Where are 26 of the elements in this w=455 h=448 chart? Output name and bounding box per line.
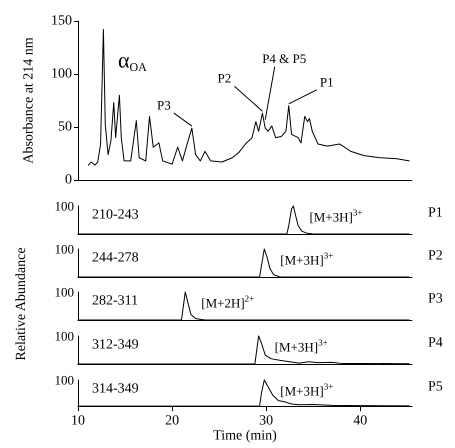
y-axis-title: Relative Abundance [14,247,30,361]
x-axis-title: Time (min) [213,428,278,444]
annotation: P3 [156,98,171,113]
y2-axis-title: P3 [428,292,443,306]
chart-title: 314-349 [92,382,139,396]
annotation: P1 [320,74,334,90]
x-tick-label: 30 [259,414,274,429]
y2-axis-title: P1 [428,206,443,220]
annotation: P4 & P5 [262,51,306,66]
y-tick-label: 150 [51,14,72,28]
x-tick-label: 10 [71,414,85,429]
y2-axis-title: P2 [428,248,443,264]
y-axis-title: Absorbance at 214 nm [22,37,36,164]
chart-title: 210-243 [92,208,139,222]
y2-axis-title: P4 [428,336,443,350]
y2-axis-title: P5 [428,380,443,394]
chart-title: 312-349 [92,338,139,352]
x-tick-label: 40 [353,414,368,429]
y-tick-label: 0 [65,172,72,188]
chart-title: 282-311 [92,294,138,308]
chart-title: 244-278 [92,250,139,266]
y-tick-label: 50 [58,120,72,134]
line-series [88,28,410,166]
x-tick-label: 20 [165,414,180,429]
y-tick-label: 100 [51,66,72,82]
annotation: P2 [218,70,232,86]
